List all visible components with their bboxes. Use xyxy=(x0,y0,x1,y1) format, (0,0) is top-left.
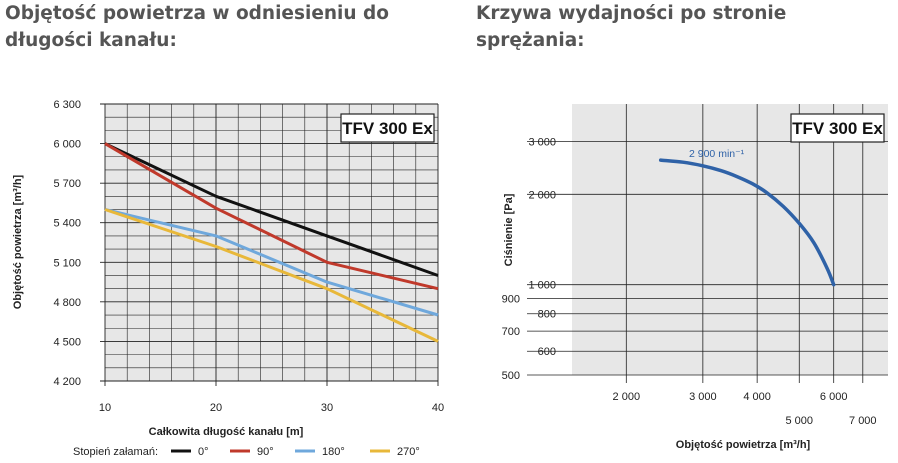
right-x-tick-label: 3 000 xyxy=(689,391,717,403)
left-grid xyxy=(100,103,439,386)
left-y-tick-label: 5 400 xyxy=(53,218,81,230)
left-y-tick-label: 5 100 xyxy=(53,257,81,269)
left-series-line-3 xyxy=(104,208,439,343)
legend-label-1: 90° xyxy=(257,446,274,458)
performance-curve-0 xyxy=(658,158,836,287)
left-x-tick-label: 20 xyxy=(210,402,222,414)
right-y-tick-label: 800 xyxy=(538,309,556,321)
left-y-tick-label: 6 300 xyxy=(53,99,81,111)
right-y-tick-label: 2 000 xyxy=(528,189,556,201)
right-series-group xyxy=(658,158,836,287)
right-y-tick-label: 3 000 xyxy=(528,136,556,148)
right-y-tick-label: 1 000 xyxy=(528,280,556,292)
left-legend: Stopień załamań: 0° 90° 180° 270° xyxy=(73,446,420,458)
right-badge-label: TFV 300 Ex xyxy=(792,119,883,138)
left-y-tick-label: 5 700 xyxy=(53,178,81,190)
right-y-tick-label: 500 xyxy=(502,370,520,382)
right-y-tick-label: 900 xyxy=(502,293,520,305)
left-chart-badge: TFV 300 Ex xyxy=(340,113,435,143)
left-badge-label: TFV 300 Ex xyxy=(342,119,433,138)
legend-title: Stopień załamań: xyxy=(73,446,158,458)
left-y-tick-label: 4 800 xyxy=(53,297,81,309)
right-y-tick-label: 600 xyxy=(538,346,556,358)
right-x-tick-label: 6 000 xyxy=(820,391,848,403)
right-x-axis-title: Objętość powietrza [m³/h] xyxy=(676,439,811,451)
curve-speed-label: 2 900 min⁻¹ xyxy=(689,148,745,160)
left-tick-labels: 4 200 4 500 4 800 5 100 5 400 5 700 6 000 6 300… xyxy=(53,99,444,414)
right-x-tick-label: 5 000 xyxy=(786,415,814,427)
left-x-tick-label: 30 xyxy=(321,402,333,414)
left-y-tick-label: 6 000 xyxy=(53,139,81,151)
right-x-tick-label: 7 000 xyxy=(849,415,877,427)
legend-label-3: 270° xyxy=(397,446,420,458)
left-y-axis-title: Objętość powietrza [m³/h] xyxy=(12,174,24,309)
left-series-line-1 xyxy=(104,142,439,291)
left-x-axis-title: Całkowita długość kanału [m] xyxy=(149,426,304,438)
left-x-tick-label: 40 xyxy=(432,402,444,414)
left-plot-area xyxy=(105,104,438,381)
right-chart-heading: Krzywa wydajności po stronie sprężania: xyxy=(476,3,787,51)
left-series-group xyxy=(104,142,439,343)
left-y-tick-label: 4 200 xyxy=(53,376,81,388)
legend-label-2: 180° xyxy=(322,446,345,458)
right-plot-area xyxy=(572,104,888,375)
right-x-tick-label: 2 000 xyxy=(613,391,641,403)
legend-label-0: 0° xyxy=(198,446,209,458)
right-chart-badge: TFV 300 Ex xyxy=(790,113,885,143)
left-series-line-2 xyxy=(104,208,439,317)
right-y-axis-title: Ciśnienie [Pa] xyxy=(503,193,515,266)
right-y-tick-label: 700 xyxy=(502,326,520,338)
left-chart-heading: Objętość powietrza w odniesieniu do dług… xyxy=(5,3,389,51)
right-grid xyxy=(527,104,888,383)
right-x-tick-label: 4 000 xyxy=(743,391,771,403)
left-series-line-0 xyxy=(104,142,439,277)
left-y-tick-label: 4 500 xyxy=(53,336,81,348)
right-tick-labels: 500 600 700 800 900 1 000 2 000 3 000 2 000 3 000… xyxy=(502,136,877,427)
left-x-tick-label: 10 xyxy=(99,402,111,414)
